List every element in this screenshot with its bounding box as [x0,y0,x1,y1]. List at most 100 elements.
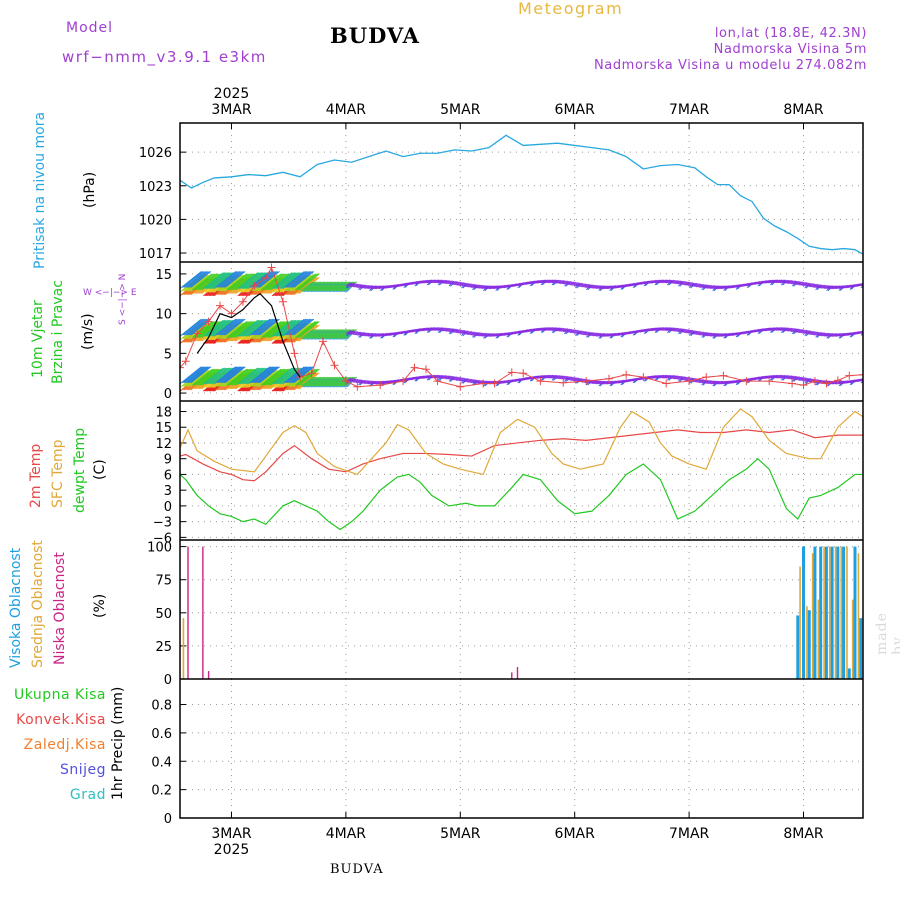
wind-gust-marker [216,301,225,310]
wind-barb [400,330,407,335]
wind-barb [683,329,690,334]
wind-barb [337,281,351,292]
wind-barb [387,380,393,384]
wind-barb [719,285,725,290]
wind-barb [546,327,552,331]
wind-barb [215,318,236,336]
wind-barb [827,333,834,337]
wind-barb [716,333,723,337]
wind-barb [369,285,375,290]
wind-barb [505,331,511,336]
wind-barb [330,329,344,339]
wind-barb [284,271,305,288]
wind-barb [763,375,769,380]
wind-barb [630,378,636,382]
wind-barb [194,368,216,386]
wind-barb [481,285,488,290]
wind-barb [374,285,381,290]
wind-barb [279,272,301,289]
wind-barb [771,279,777,284]
wind-barb [433,374,440,379]
wind-barb [466,331,473,335]
wind-barb [544,279,551,284]
wind-barb [469,331,475,336]
wind-barb [495,332,501,337]
wind-barb [225,318,246,336]
wind-barb [396,283,403,288]
wind-barb [550,327,556,331]
wind-barb [712,380,718,385]
wind-barb [575,330,581,334]
wind-barb [616,379,622,384]
wind-barb [786,375,793,380]
wind-barb [564,376,570,380]
wind-barb [477,332,484,337]
wind-barb [708,380,714,385]
wind-barb [509,331,515,336]
wind-barb [610,285,617,289]
wind-barb [535,327,541,332]
wind-barb [808,330,815,335]
wind-barb [524,328,530,333]
wind-barb [381,332,388,337]
wind-barb [378,285,385,290]
cloud-low-bar [202,546,204,679]
wind-barb [196,321,217,338]
wind-barb [561,328,567,332]
wind-barb [359,284,366,289]
wind-barb [746,377,753,382]
wind-barb [590,284,596,289]
wind-barb [268,368,290,386]
wind-barb [480,332,486,337]
wind-barb [560,375,566,380]
wind-barb [288,318,309,336]
wind-barb [569,329,576,334]
wind-barb [588,332,595,337]
wind-barb [251,366,272,384]
wind-barb [658,327,665,331]
wind-gust-marker [702,373,711,382]
wind-barb [385,284,392,289]
wind-barb [575,377,581,382]
wind-barb [549,374,555,379]
wind-barb [794,281,801,285]
ytick-label: 15 [155,421,172,436]
wind-barb [770,327,776,331]
wind-barb [690,282,696,287]
wind-gust-marker [330,361,339,370]
wind-barb [798,281,805,286]
wind-barb [700,379,706,384]
wind-barb [665,279,672,284]
wind-barb [485,333,492,337]
wind-barb [256,369,278,387]
wind-barb [288,271,309,288]
wind-barb [543,279,550,284]
wind-barb [285,318,306,336]
wind-barb [262,273,283,291]
wind-barb [535,279,541,284]
cloud-high-bar [836,546,840,679]
wind-barb [229,321,250,338]
wind-barb [330,376,344,387]
cloud-mid-bar [817,599,820,679]
wind-barb [812,283,819,288]
wind-barb [275,367,297,385]
wind-barb [536,327,543,332]
wind-barb [421,279,427,284]
wind-barb [826,332,832,337]
wind-barb [599,285,606,290]
wind-barb [256,274,278,292]
wind-barb [679,328,685,333]
wind-barb [444,375,451,380]
wind-barb [505,379,511,384]
wind-barb [216,318,238,336]
wind-barb [579,283,585,287]
wind-barb [384,332,390,337]
wind-barb [197,273,219,291]
wind-barb [835,333,842,337]
wind-barb [522,281,529,286]
wind-barb [447,328,453,332]
wind-barb [435,374,441,379]
wind-barb [786,280,793,284]
wind-barb [599,380,606,385]
